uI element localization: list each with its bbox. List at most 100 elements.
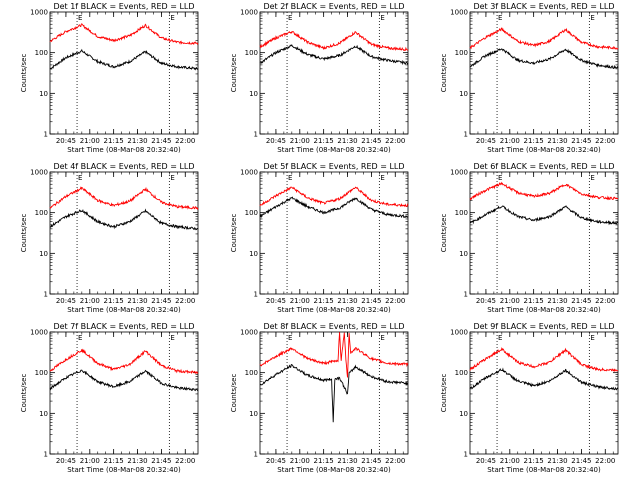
x-tick-label: 20:45 [476,457,496,465]
y-tick-label: 1 [44,451,48,459]
detector-panel: Det 5f BLACK = Events, RED = LLD 1 10 100 10… [230,162,409,314]
y-tick-label: 1000 [30,9,48,17]
plot-frame [259,331,409,455]
detector-panel: Det 2f BLACK = Events, RED = LLD 1 10 100 10… [230,2,409,154]
x-axis-label: Start Time (08-Mar-08 20:32:40) [487,306,601,314]
x-axis-label: Start Time (08-Mar-08 20:32:40) [67,466,181,474]
detector-panel: Det 4f BLACK = Events, RED = LLD 1 10 100 10… [20,162,199,314]
y-tick-label: 1000 [450,9,468,17]
plot-frame [259,171,409,295]
x-tick-label: 21:00 [500,297,520,305]
y-tick-label: 100 [245,49,258,57]
y-tick-label: 10 [249,250,258,258]
x-tick-label: 21:45 [571,457,591,465]
panel-title: Det 4f BLACK = Events, RED = LLD [53,162,194,171]
plot-frame [469,11,619,135]
x-tick-label: 21:45 [361,457,381,465]
event-marker-label: E [590,334,594,342]
x-axis-label: Start Time (08-Mar-08 20:32:40) [487,146,601,154]
x-tick-label: 21:15 [104,457,124,465]
event-marker-label: E [498,334,502,342]
y-tick-label: 10 [459,90,468,98]
panel-title: Det 5f BLACK = Events, RED = LLD [263,162,404,171]
y-tick-label: 100 [35,369,48,377]
x-tick-label: 22:00 [175,457,195,465]
panel-title: Det 1f BLACK = Events, RED = LLD [53,2,194,11]
y-tick-label: 100 [455,49,468,57]
plot-frame [469,331,619,455]
event-marker-label: E [78,14,82,22]
x-tick-label: 21:15 [524,457,544,465]
x-axis-label: Start Time (08-Mar-08 20:32:40) [67,306,181,314]
y-axis-label: Counts/sec [20,54,28,93]
event-marker-label: E [590,14,594,22]
x-tick-label: 21:30 [547,137,567,145]
event-marker-label: E [170,14,174,22]
x-tick-label: 22:00 [595,457,615,465]
x-tick-label: 21:15 [314,137,334,145]
series-line [259,332,409,378]
plot-frame [469,171,619,295]
detector-panel: Det 3f BLACK = Events, RED = LLD 1 10 100 10… [440,2,619,154]
event-marker-label: E [498,14,502,22]
y-axis-label: Counts/sec [440,214,448,253]
series-line [49,48,199,71]
x-tick-label: 20:45 [56,297,76,305]
series-line [469,367,619,391]
x-tick-label: 21:45 [571,137,591,145]
series-line [469,347,619,372]
x-tick-label: 20:45 [476,137,496,145]
y-tick-label: 1 [464,291,468,299]
y-tick-label: 10 [459,250,468,258]
event-marker-label: E [78,334,82,342]
x-tick-label: 21:30 [547,297,567,305]
x-tick-label: 22:00 [595,297,615,305]
y-tick-label: 10 [249,90,258,98]
x-tick-label: 20:45 [266,137,286,145]
x-tick-label: 21:30 [547,457,567,465]
y-tick-label: 1000 [30,329,48,337]
event-marker-label: E [78,174,82,182]
y-tick-label: 1000 [240,9,258,17]
x-axis-label: Start Time (08-Mar-08 20:32:40) [277,306,391,314]
y-tick-label: 1000 [30,169,48,177]
y-axis-label: Counts/sec [440,374,448,413]
y-tick-label: 1 [464,131,468,139]
x-tick-label: 21:15 [314,297,334,305]
y-tick-label: 10 [39,250,48,258]
x-tick-label: 21:45 [151,297,171,305]
series-line [469,27,619,50]
x-tick-label: 21:15 [104,137,124,145]
x-tick-label: 20:45 [56,457,76,465]
series-line [469,181,619,201]
x-tick-label: 22:00 [175,297,195,305]
y-tick-label: 10 [249,410,258,418]
x-tick-label: 21:45 [361,137,381,145]
event-marker-label: E [590,174,594,182]
series-line [49,186,199,211]
panel-title: Det 3f BLACK = Events, RED = LLD [473,2,614,11]
x-tick-label: 21:15 [524,137,544,145]
x-tick-label: 21:30 [337,457,357,465]
x-tick-label: 21:45 [361,297,381,305]
plot-frame [49,11,199,135]
event-marker-label: E [170,334,174,342]
x-tick-label: 21:30 [127,297,147,305]
y-tick-label: 1000 [450,169,468,177]
plot-frame [259,11,409,135]
y-tick-label: 1 [44,131,48,139]
y-axis-label: Counts/sec [20,214,28,253]
y-tick-label: 100 [35,209,48,217]
y-tick-label: 1 [254,291,258,299]
y-tick-label: 10 [39,410,48,418]
y-tick-label: 1000 [450,329,468,337]
x-tick-label: 21:00 [500,457,520,465]
y-tick-label: 100 [245,209,258,217]
panel-title: Det 6f BLACK = Events, RED = LLD [473,162,614,171]
x-tick-label: 22:00 [595,137,615,145]
x-tick-label: 21:00 [80,297,100,305]
panel-title: Det 2f BLACK = Events, RED = LLD [263,2,404,11]
x-tick-label: 21:00 [290,137,310,145]
x-tick-label: 20:45 [476,297,496,305]
